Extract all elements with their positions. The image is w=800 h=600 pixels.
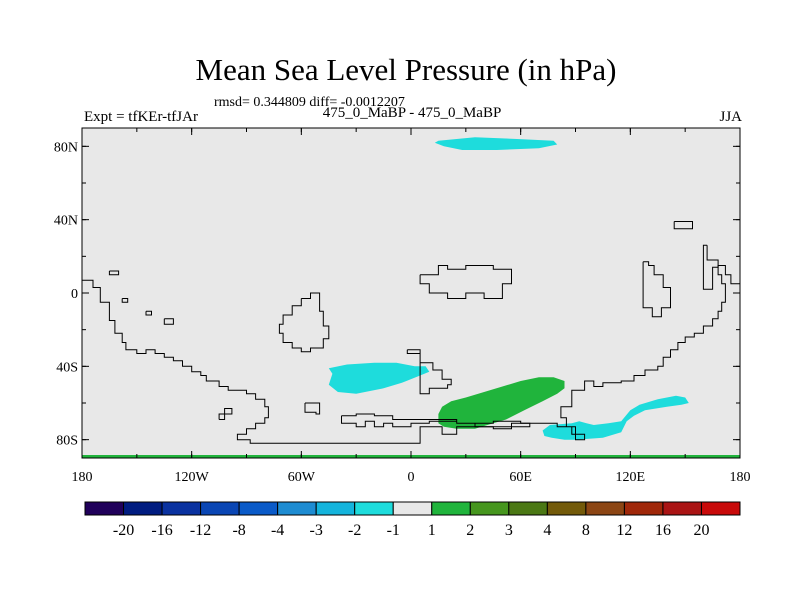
stats-label: rmsd= 0.344809 diff= -0.0012207 <box>214 95 405 110</box>
colorbar-swatch <box>623 501 664 516</box>
colorbar-swatch <box>277 501 317 516</box>
lon-tick-label: 120W <box>175 470 210 485</box>
colorbar-label: 4 <box>543 522 551 539</box>
colorbar-swatch <box>123 501 163 516</box>
colorbar-swatch <box>315 501 356 516</box>
colorbar-swatch <box>200 501 240 516</box>
colorbar-label: -8 <box>232 522 245 539</box>
run-label: 475_0_MaBP - 475_0_MaBP <box>322 105 502 121</box>
colorbar-swatch <box>392 501 433 516</box>
anomaly-region-3 <box>542 395 689 440</box>
lat-tick-label: 0 <box>71 287 78 302</box>
lat-tick-label: 40N <box>54 214 78 229</box>
coastline-3 <box>419 265 512 299</box>
colorbar-label: 2 <box>466 522 474 539</box>
coastline-6 <box>341 413 531 430</box>
colorbar-label: 20 <box>693 522 709 539</box>
colorbar-swatch <box>469 501 510 516</box>
coastline-5 <box>406 349 452 395</box>
coastline-9 <box>673 221 693 230</box>
lon-tick-label: 0 <box>408 470 415 485</box>
lat-tick-label: 80S <box>56 434 78 449</box>
colorbar-swatch <box>700 501 741 516</box>
colorbar-swatch <box>84 501 125 516</box>
lon-tick-label: 60W <box>288 470 316 485</box>
season-label: JJA <box>719 109 742 125</box>
colorbar-label: -1 <box>387 522 400 539</box>
lon-tick-label: 180 <box>730 470 751 485</box>
colorbar-swatch <box>354 501 394 516</box>
anomaly-region-2 <box>328 362 430 394</box>
colorbar-swatch <box>662 501 702 516</box>
colorbar-label: -2 <box>348 522 361 539</box>
coastline-2 <box>642 261 671 318</box>
anomaly-region-4 <box>438 377 565 429</box>
colorbar-swatch <box>238 501 279 516</box>
experiment-label: Expt = tfKEr-tfJAr <box>84 109 198 125</box>
coastline-13 <box>145 310 152 316</box>
colorbar-swatch <box>431 501 471 516</box>
lon-tick-label: 120E <box>616 470 646 485</box>
colorbar-label: -3 <box>310 522 323 539</box>
coastline-8 <box>304 402 321 415</box>
coastline-7 <box>218 408 233 420</box>
coastline-12 <box>121 298 129 303</box>
chart-title: Mean Sea Level Pressure (in hPa) <box>195 52 617 87</box>
colorbar-label: 1 <box>428 522 436 539</box>
colorbar-label: 12 <box>616 522 632 539</box>
lon-tick-label: 180 <box>72 470 93 485</box>
colorbar-label: 16 <box>655 522 671 539</box>
coastline-11 <box>108 270 120 276</box>
colorbar-label: -4 <box>271 522 284 539</box>
map-layer <box>82 128 740 458</box>
coastline-4 <box>278 292 330 353</box>
colorbar-label: -12 <box>190 522 211 539</box>
lat-tick-label: 40S <box>56 360 78 375</box>
coastline-10 <box>702 244 719 290</box>
colorbar-label: -20 <box>113 522 134 539</box>
coastline-1 <box>82 265 740 444</box>
axis-layer: 80S 40S 0 40N 80N 180 120W 60W 0 60E 120E 180 <box>54 127 751 485</box>
colorbar-label: 3 <box>505 522 513 539</box>
colorbar-label: -16 <box>151 522 172 539</box>
coastline-14 <box>163 318 174 325</box>
colorbar-label: 8 <box>582 522 590 539</box>
colorbar-swatch <box>585 501 625 516</box>
anomaly-region-1 <box>434 137 558 150</box>
colorbar-swatch <box>546 501 587 516</box>
lat-tick-label: 80N <box>54 140 78 155</box>
colorbar-swatch <box>161 501 202 516</box>
lon-tick-label: 60E <box>509 470 532 485</box>
colorbar-swatch <box>508 501 548 516</box>
map-background <box>82 128 740 458</box>
colorbar: -20 -16 -12 -8 -4 -3 -2 -1 1 2 3 4 8 12 16 20 <box>84 501 741 539</box>
